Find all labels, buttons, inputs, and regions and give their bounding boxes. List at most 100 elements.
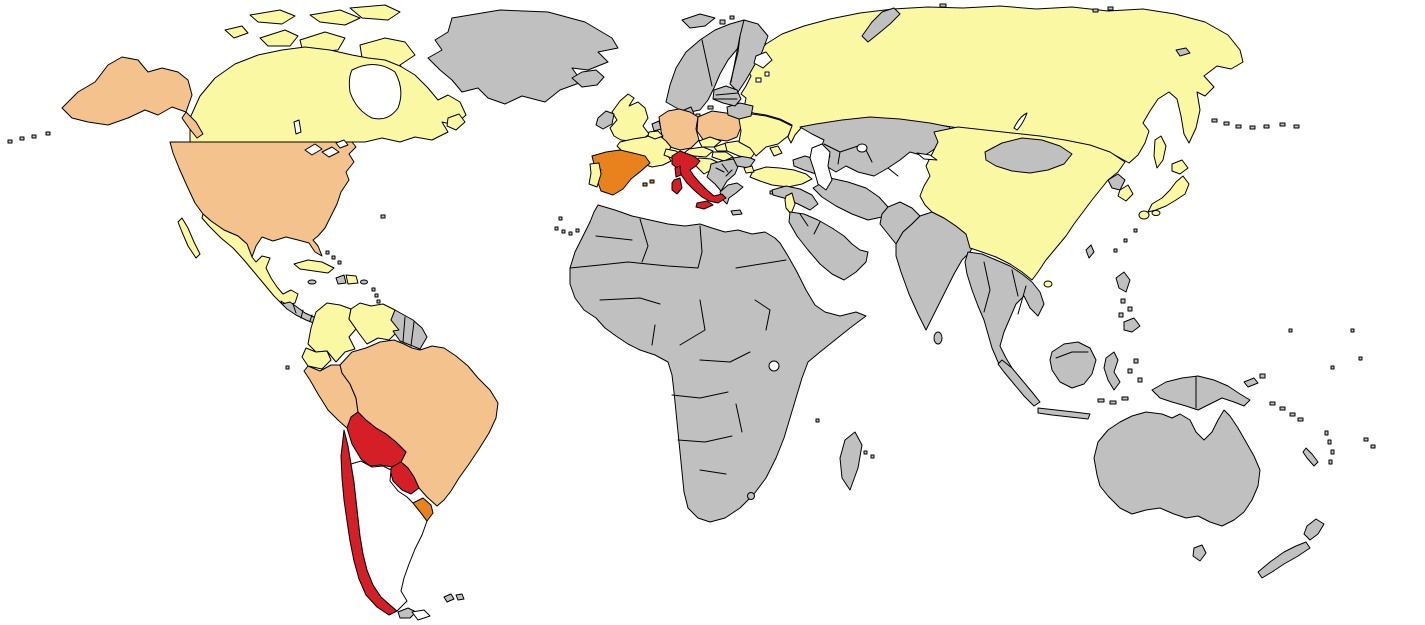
country-baltic-states: [712, 85, 742, 107]
country-corsica: [674, 165, 682, 178]
guyanas-internal-borders: [402, 316, 415, 347]
country-mexico: [201, 213, 299, 306]
country-japan-kyushu: [1138, 210, 1150, 220]
white-sea: [753, 51, 773, 69]
country-ryukyu-islands: [1113, 228, 1138, 253]
country-kaliningrad: [707, 105, 714, 110]
country-portugal: [588, 162, 602, 188]
country-svalbard: [681, 13, 735, 29]
lake-balkhash: [916, 152, 938, 161]
region-south-america: [285, 302, 499, 621]
country-finland: [729, 19, 769, 93]
caspian-sea: [809, 143, 833, 191]
country-united-kingdom: [609, 93, 650, 142]
country-new-zealand-south: [1257, 541, 1311, 579]
country-aleutian-islands: [7, 118, 1300, 144]
country-paraguay: [389, 461, 420, 495]
country-falklands: [443, 593, 465, 603]
country-jamaica: [307, 279, 317, 285]
central-asia-internal-borders: [823, 143, 899, 177]
country-philippines-mindanao: [1123, 317, 1141, 333]
country-philippines-visayas: [1118, 298, 1133, 318]
middle-east-internal-borders: [799, 213, 821, 235]
country-hainan: [1043, 280, 1053, 288]
country-arctic-islands-russia: [939, 3, 1114, 13]
country-alaska-panhandle: [181, 111, 204, 139]
country-ukraine: [738, 113, 793, 157]
country-syria-iraq: [771, 185, 819, 211]
central-america-internal-borders: [292, 303, 313, 322]
hudson-bay: [348, 64, 402, 120]
borneo-internal-border: [1055, 351, 1089, 359]
country-solomons: [1269, 401, 1304, 422]
country-japan-honshu: [1147, 175, 1190, 213]
country-newfoundland: [446, 113, 466, 131]
country-greenland: [427, 9, 619, 105]
country-japan-hokkaido: [1171, 159, 1189, 175]
country-vanuatu: [1324, 430, 1335, 465]
country-comoros: [815, 418, 820, 423]
lake-victoria: [768, 360, 780, 372]
country-japan-shikoku: [1151, 210, 1161, 216]
country-cuba: [293, 259, 335, 274]
country-venezuela: [348, 302, 400, 345]
lake-baikal: [1013, 112, 1028, 131]
country-poland: [696, 110, 742, 142]
country-china: [919, 126, 1126, 281]
country-italy: [671, 150, 727, 204]
se-asia-internal-borders: [983, 261, 1027, 315]
country-fiji: [1363, 437, 1376, 449]
country-arabia: [788, 211, 869, 281]
country-usa: [169, 141, 357, 258]
country-tierra-del-fuego-east: [411, 609, 431, 621]
country-sulawesi: [1103, 351, 1121, 391]
country-micronesia: [1288, 328, 1363, 370]
country-belarus: [726, 102, 754, 120]
ladoga-onega: [755, 71, 770, 83]
africa-internal-borders: [569, 218, 787, 475]
country-tasmania: [1192, 544, 1207, 562]
country-novaya-zemlya: [861, 7, 901, 43]
country-tierra-del-fuego-west: [397, 607, 417, 619]
country-africa: [569, 204, 867, 523]
country-ecuador: [301, 347, 332, 370]
country-moluccas: [1127, 358, 1143, 383]
country-turkey: [749, 166, 813, 188]
internal-borders: [292, 35, 1197, 475]
country-madeira-canaries: [554, 216, 580, 236]
country-bismarck: [1243, 373, 1266, 388]
country-dominican-republic: [345, 274, 359, 285]
country-west-balkans: [706, 158, 740, 192]
country-greece: [719, 182, 744, 205]
lakes: [293, 51, 1028, 372]
country-new-guinea: [1151, 375, 1251, 411]
country-wrangel-island: [1175, 47, 1191, 57]
aral-sea: [856, 143, 868, 153]
country-bermuda: [380, 214, 386, 219]
country-mauritius-reunion: [863, 450, 875, 459]
country-alaska: [61, 56, 193, 126]
country-borneo: [1049, 341, 1097, 389]
country-north-korea: [1107, 173, 1126, 191]
country-bahamas: [325, 250, 342, 265]
region-europe: [554, 13, 793, 236]
country-mongolia: [984, 137, 1073, 174]
country-argentina: [350, 460, 428, 612]
region-north-america: [7, 4, 1300, 333]
country-taiwan: [1085, 244, 1095, 259]
country-sicily: [695, 200, 714, 210]
balkan-internal-borders: [715, 163, 733, 177]
country-java: [1037, 407, 1091, 420]
country-hungary: [711, 151, 734, 162]
country-new-caledonia: [1302, 447, 1319, 467]
country-sri-lanka: [933, 331, 943, 345]
country-puerto-rico: [360, 279, 368, 285]
country-lesser-sunda: [1097, 396, 1129, 405]
country-australia: [1093, 409, 1261, 527]
country-ireland: [595, 110, 615, 130]
country-sumatra: [997, 359, 1041, 407]
country-galapagos: [285, 365, 290, 370]
region-africa: [569, 204, 875, 523]
